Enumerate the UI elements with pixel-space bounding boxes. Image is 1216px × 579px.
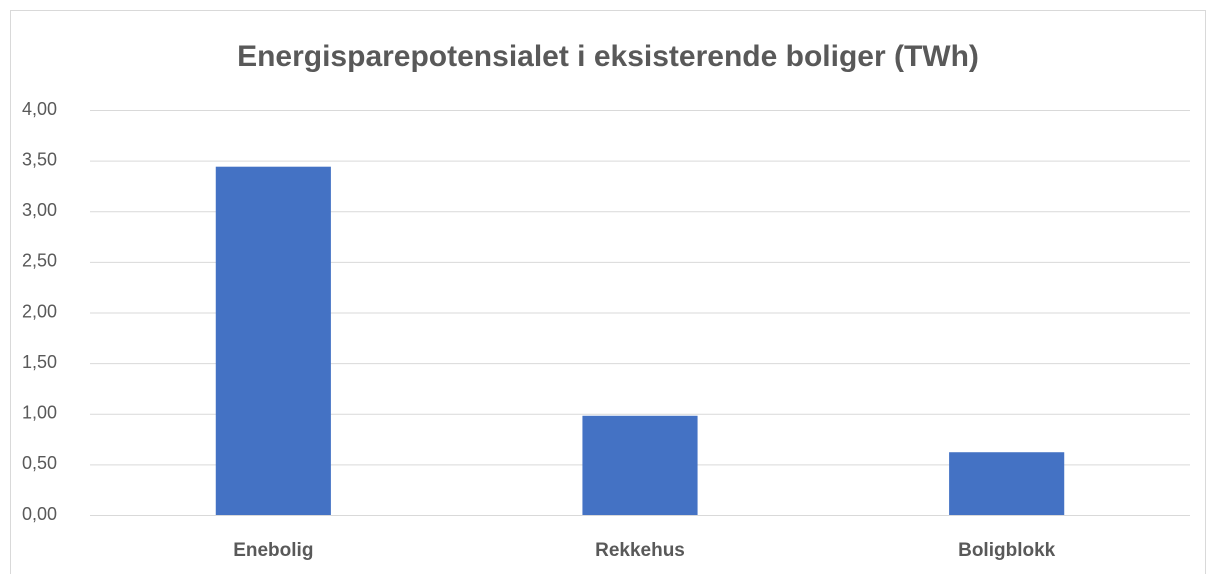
y-tick-label: 2,50 [22,251,57,271]
y-tick-label: 1,00 [22,403,57,423]
y-tick-label: 3,00 [22,200,57,220]
y-tick-label: 3,50 [22,149,57,169]
x-tick-label: Enebolig [233,540,313,561]
y-tick-label: 4,00 [22,99,57,119]
chart-title: Energisparepotensialet i eksisterende bo… [237,40,979,73]
y-tick-label: 0,50 [22,453,57,473]
bar [215,166,331,515]
y-tick-label: 0,00 [22,504,57,524]
x-tick-label: Boligblokk [958,540,1056,561]
y-tick-label: 1,50 [22,352,57,372]
x-tick-label: Rekkehus [595,540,685,561]
bar [949,452,1065,515]
y-tick-label: 2,00 [22,301,57,321]
bar [582,415,698,515]
chart-border [10,10,1206,574]
